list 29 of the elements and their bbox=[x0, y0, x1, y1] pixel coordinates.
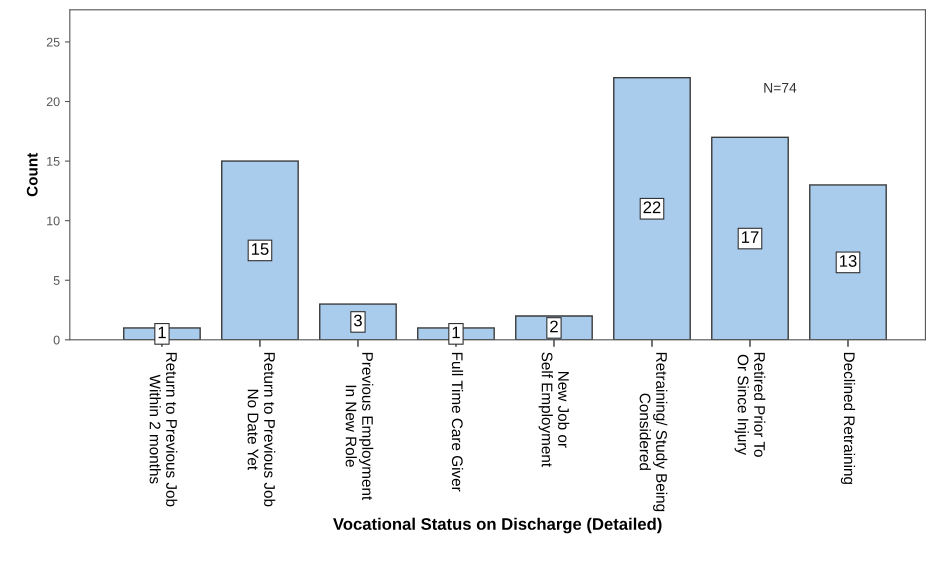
x-tick-label: Retraining/ Study Being Considered bbox=[640, 352, 668, 512]
y-tick-label: 20 bbox=[46, 97, 60, 106]
bar bbox=[221, 160, 299, 340]
data-label: 2 bbox=[550, 320, 558, 332]
x-tick-label: Return to Previous Job Within 2 months bbox=[150, 352, 178, 506]
x-tick-label: New Job or Self Employment bbox=[538, 352, 570, 467]
x-tick-label: Previous Employment In New Role bbox=[346, 352, 374, 500]
x-tick-label: Declined Retraining bbox=[840, 352, 856, 484]
annotation: N=74 bbox=[764, 83, 796, 93]
bar bbox=[613, 76, 691, 340]
data-label: 22 bbox=[644, 201, 660, 214]
x-tick-label: Return to Previous Job No Date Yet bbox=[248, 352, 276, 506]
y-tick-label: 25 bbox=[46, 38, 60, 47]
y-tick-label: 15 bbox=[47, 157, 60, 166]
x-tick-label: Retired Prior To Or Since Injury bbox=[734, 352, 766, 457]
data-label: 13 bbox=[840, 255, 857, 267]
data-label: 17 bbox=[742, 231, 758, 243]
x-tick-label: Full Time Care Giver bbox=[452, 352, 464, 492]
y-tick-label: 10 bbox=[47, 216, 60, 226]
bar bbox=[809, 184, 887, 340]
data-label: 1 bbox=[452, 326, 460, 338]
bar bbox=[711, 136, 789, 340]
y-tick-label: 5 bbox=[54, 276, 60, 285]
x-axis-title: Vocational Status on Discharge (Detailed) bbox=[333, 518, 662, 534]
y-tick-label: 0 bbox=[54, 336, 60, 344]
data-label: 15 bbox=[252, 243, 269, 255]
y-axis-title: Count bbox=[26, 152, 38, 196]
data-label: 1 bbox=[158, 326, 166, 338]
data-label: 3 bbox=[354, 314, 362, 326]
